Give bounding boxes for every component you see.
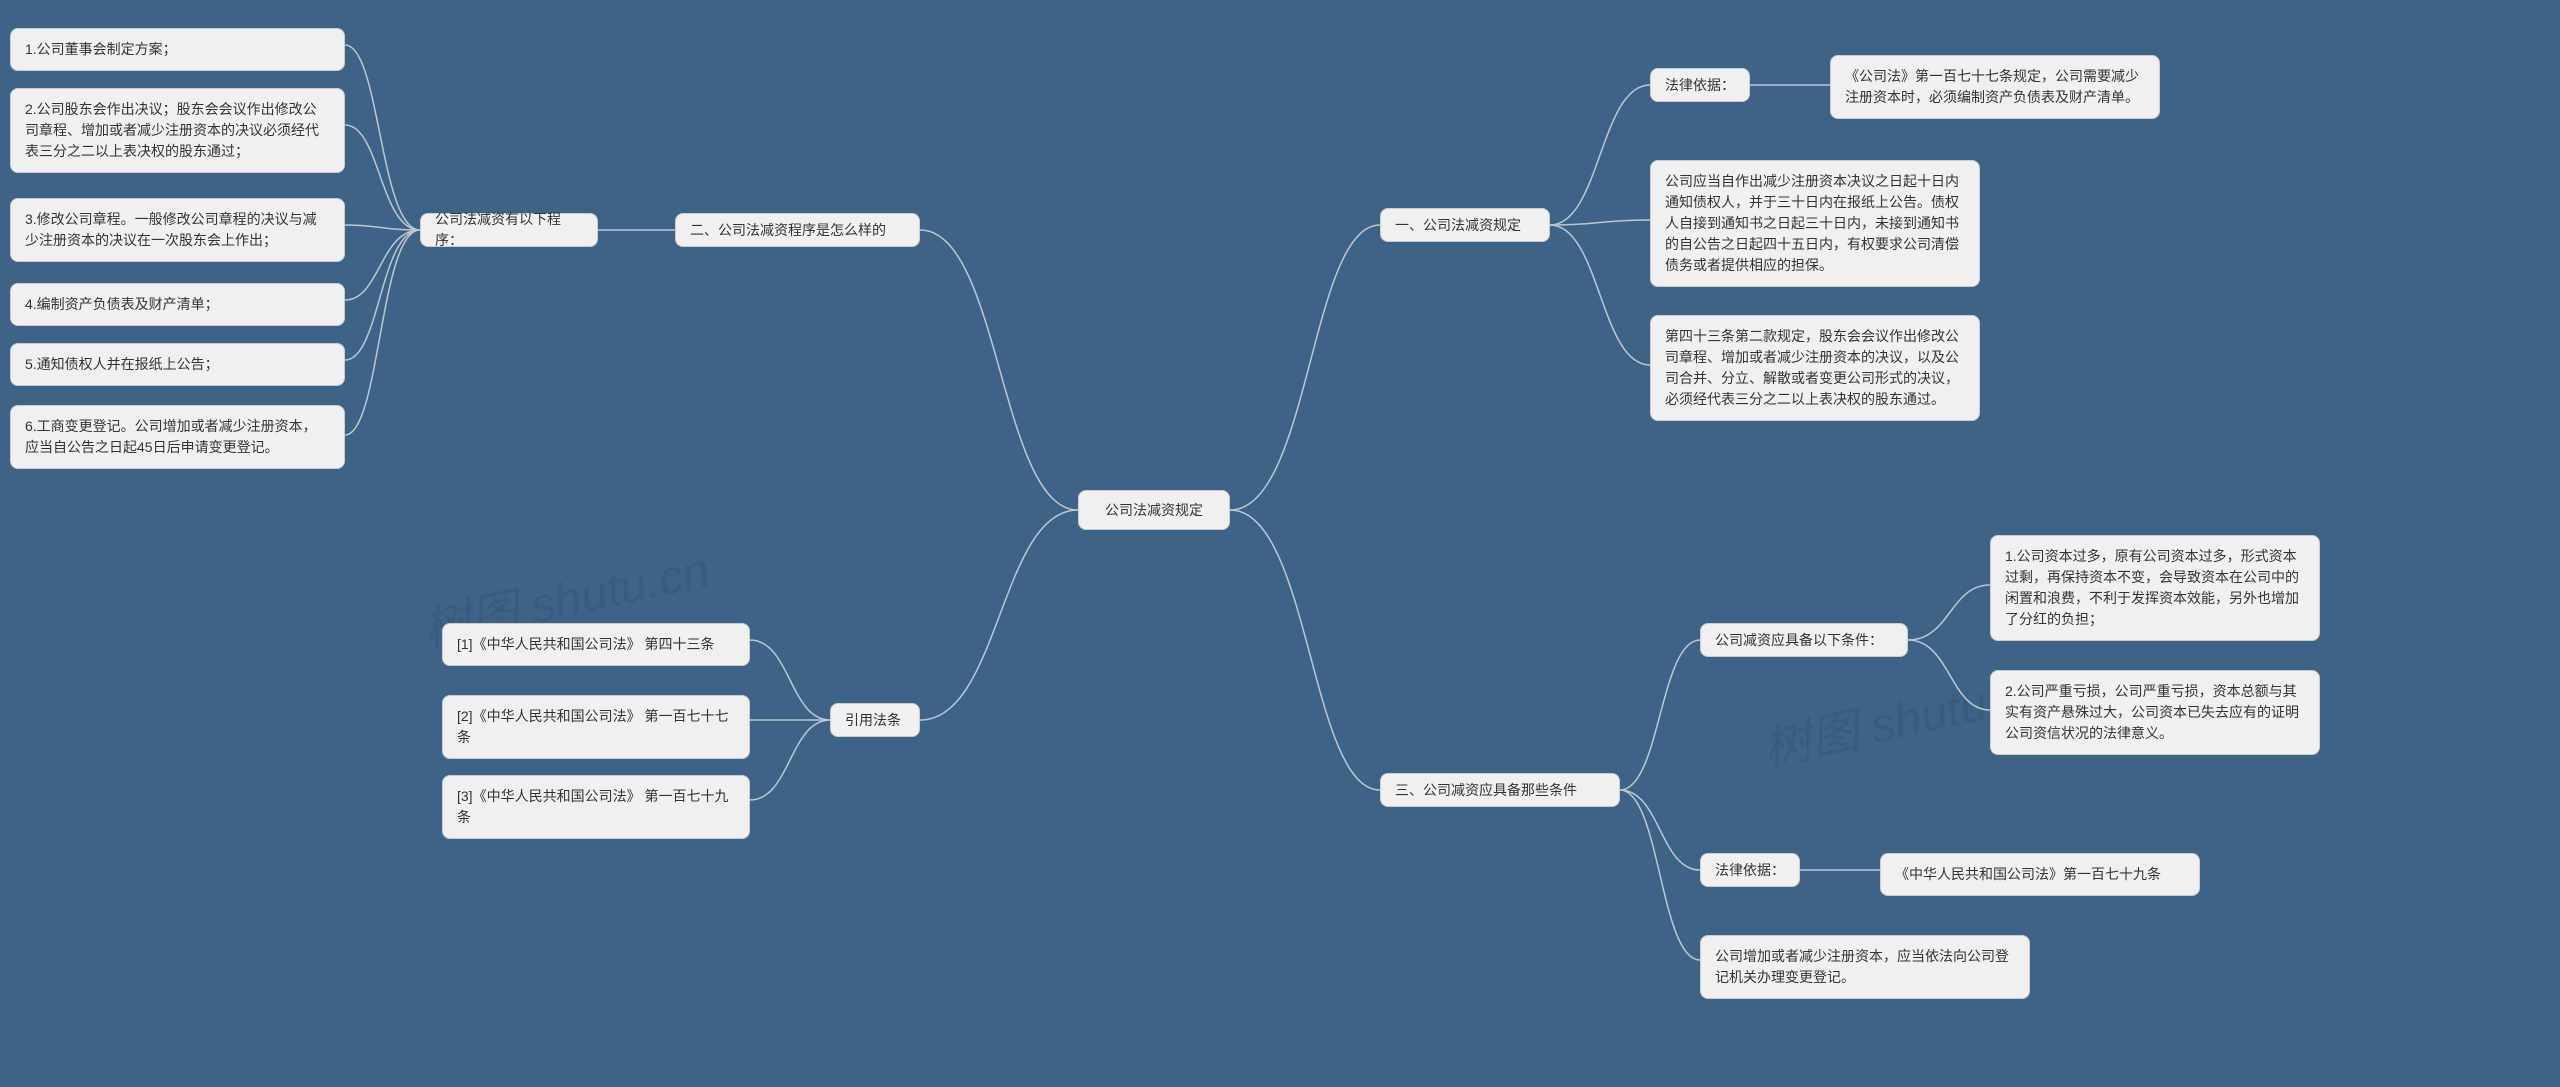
root-label: 公司法减资规定 bbox=[1105, 500, 1203, 521]
b3c2-leaf-text: 《中华人民共和国公司法》第一百七十九条 bbox=[1895, 864, 2161, 885]
branch-3-child-2-leaf: 《中华人民共和国公司法》第一百七十九条 bbox=[1880, 853, 2200, 896]
b1c1-label: 法律依据： bbox=[1665, 75, 1735, 96]
b2-item-5: 5.通知债权人并在报纸上公告； bbox=[10, 343, 345, 386]
root-node[interactable]: 公司法减资规定 bbox=[1078, 490, 1230, 530]
b1c3-text: 第四十三条第二款规定，股东会会议作出修改公司章程、增加或者减少注册资本的决议，以… bbox=[1665, 326, 1965, 410]
b4-item-2-text: [2]《中华人民共和国公司法》 第一百七十七条 bbox=[457, 706, 735, 748]
branch-3-child-2[interactable]: 法律依据： bbox=[1700, 853, 1800, 887]
branch-3-gc-1: 1.公司资本过多，原有公司资本过多，形式资本过剩，再保持资本不变，会导致资本在公… bbox=[1990, 535, 2320, 641]
b3c3-text: 公司增加或者减少注册资本，应当依法向公司登记机关办理变更登记。 bbox=[1715, 946, 2015, 988]
branch-2-sub[interactable]: 公司法减资有以下程序： bbox=[420, 213, 598, 247]
b4-item-2: [2]《中华人民共和国公司法》 第一百七十七条 bbox=[442, 695, 750, 759]
b3gc1-text: 1.公司资本过多，原有公司资本过多，形式资本过剩，再保持资本不变，会导致资本在公… bbox=[2005, 546, 2305, 630]
b3gc2-text: 2.公司严重亏损，公司严重亏损，资本总额与其实有资产悬殊过大，公司资本已失去应有… bbox=[2005, 681, 2305, 744]
branch-1[interactable]: 一、公司法减资规定 bbox=[1380, 208, 1550, 242]
branch-3-label: 三、公司减资应具备那些条件 bbox=[1395, 780, 1577, 801]
branch-1-label: 一、公司法减资规定 bbox=[1395, 215, 1521, 236]
branch-1-child-3: 第四十三条第二款规定，股东会会议作出修改公司章程、增加或者减少注册资本的决议，以… bbox=[1650, 315, 1980, 421]
b2-item-3: 3.修改公司章程。一般修改公司章程的决议与减少注册资本的决议在一次股东会上作出； bbox=[10, 198, 345, 262]
branch-3-child-3: 公司增加或者减少注册资本，应当依法向公司登记机关办理变更登记。 bbox=[1700, 935, 2030, 999]
b4-item-1: [1]《中华人民共和国公司法》 第四十三条 bbox=[442, 623, 750, 666]
b4-item-1-text: [1]《中华人民共和国公司法》 第四十三条 bbox=[457, 634, 714, 655]
b2-item-5-text: 5.通知债权人并在报纸上公告； bbox=[25, 354, 219, 375]
branch-4-label: 引用法条 bbox=[845, 710, 901, 731]
b2-item-2-text: 2.公司股东会作出决议；股东会会议作出修改公司章程、增加或者减少注册资本的决议必… bbox=[25, 99, 330, 162]
branch-3-child-1[interactable]: 公司减资应具备以下条件： bbox=[1700, 623, 1908, 657]
branch-3[interactable]: 三、公司减资应具备那些条件 bbox=[1380, 773, 1620, 807]
b3c1-label: 公司减资应具备以下条件： bbox=[1715, 630, 1883, 651]
branch-1-child-2: 公司应当自作出减少注册资本决议之日起十日内通知债权人，并于三十日内在报纸上公告。… bbox=[1650, 160, 1980, 287]
branch-3-gc-2: 2.公司严重亏损，公司严重亏损，资本总额与其实有资产悬殊过大，公司资本已失去应有… bbox=[1990, 670, 2320, 755]
branch-1-child-1[interactable]: 法律依据： bbox=[1650, 68, 1750, 102]
b2-item-4: 4.编制资产负债表及财产清单； bbox=[10, 283, 345, 326]
b2-item-6: 6.工商变更登记。公司增加或者减少注册资本，应当自公告之日起45日后申请变更登记… bbox=[10, 405, 345, 469]
b2-item-2: 2.公司股东会作出决议；股东会会议作出修改公司章程、增加或者减少注册资本的决议必… bbox=[10, 88, 345, 173]
branch-2[interactable]: 二、公司法减资程序是怎么样的 bbox=[675, 213, 920, 247]
branch-2-label: 二、公司法减资程序是怎么样的 bbox=[690, 220, 886, 241]
b2-item-1-text: 1.公司董事会制定方案； bbox=[25, 39, 177, 60]
b2-item-3-text: 3.修改公司章程。一般修改公司章程的决议与减少注册资本的决议在一次股东会上作出； bbox=[25, 209, 330, 251]
branch-1-child-1-leaf: 《公司法》第一百七十七条规定，公司需要减少注册资本时，必须编制资产负债表及财产清… bbox=[1830, 55, 2160, 119]
b2-item-4-text: 4.编制资产负债表及财产清单； bbox=[25, 294, 219, 315]
b2-sub-label: 公司法减资有以下程序： bbox=[435, 209, 583, 251]
b4-item-3: [3]《中华人民共和国公司法》 第一百七十九条 bbox=[442, 775, 750, 839]
b1c2-text: 公司应当自作出减少注册资本决议之日起十日内通知债权人，并于三十日内在报纸上公告。… bbox=[1665, 171, 1965, 276]
b2-item-6-text: 6.工商变更登记。公司增加或者减少注册资本，应当自公告之日起45日后申请变更登记… bbox=[25, 416, 330, 458]
b3c2-label: 法律依据： bbox=[1715, 860, 1785, 881]
b4-item-3-text: [3]《中华人民共和国公司法》 第一百七十九条 bbox=[457, 786, 735, 828]
branch-4[interactable]: 引用法条 bbox=[830, 703, 920, 737]
b1c1-leaf-text: 《公司法》第一百七十七条规定，公司需要减少注册资本时，必须编制资产负债表及财产清… bbox=[1845, 66, 2145, 108]
b2-item-1: 1.公司董事会制定方案； bbox=[10, 28, 345, 71]
